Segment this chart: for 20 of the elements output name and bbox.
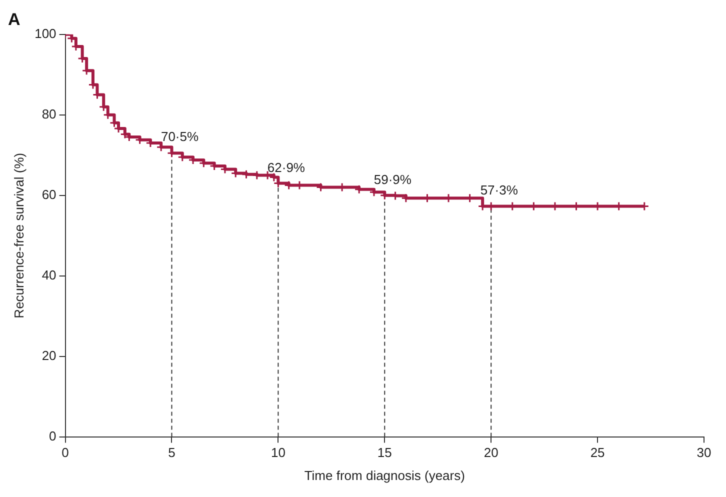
- x-tick-label: 0: [62, 445, 69, 460]
- y-tick-label: 60: [42, 186, 56, 202]
- y-tick-label: 0: [49, 428, 56, 444]
- x-tick-label: 20: [484, 445, 498, 460]
- chart-title: A: [8, 10, 20, 29]
- x-tick-label: 30: [696, 445, 712, 460]
- x-axis-title: Time from diagnosis (years): [304, 468, 465, 483]
- x-tick-label: 15: [377, 445, 392, 460]
- y-tick-label: 80: [42, 106, 56, 122]
- y-tick-label: 20: [42, 348, 56, 363]
- annotation: 70·5%: [160, 129, 199, 144]
- x-tick-label: 10: [270, 445, 286, 460]
- x-tick-label: 5: [168, 445, 176, 460]
- annotation: 57·3%: [480, 182, 518, 198]
- annotation: 62·9%: [267, 160, 306, 175]
- y-axis-title: Recurrence-free survival (%): [11, 152, 26, 318]
- annotation: 59·9%: [374, 172, 412, 187]
- y-tick-label: 40: [42, 267, 56, 282]
- y-tick-label: 100: [34, 26, 56, 41]
- x-tick-label: 25: [590, 445, 605, 460]
